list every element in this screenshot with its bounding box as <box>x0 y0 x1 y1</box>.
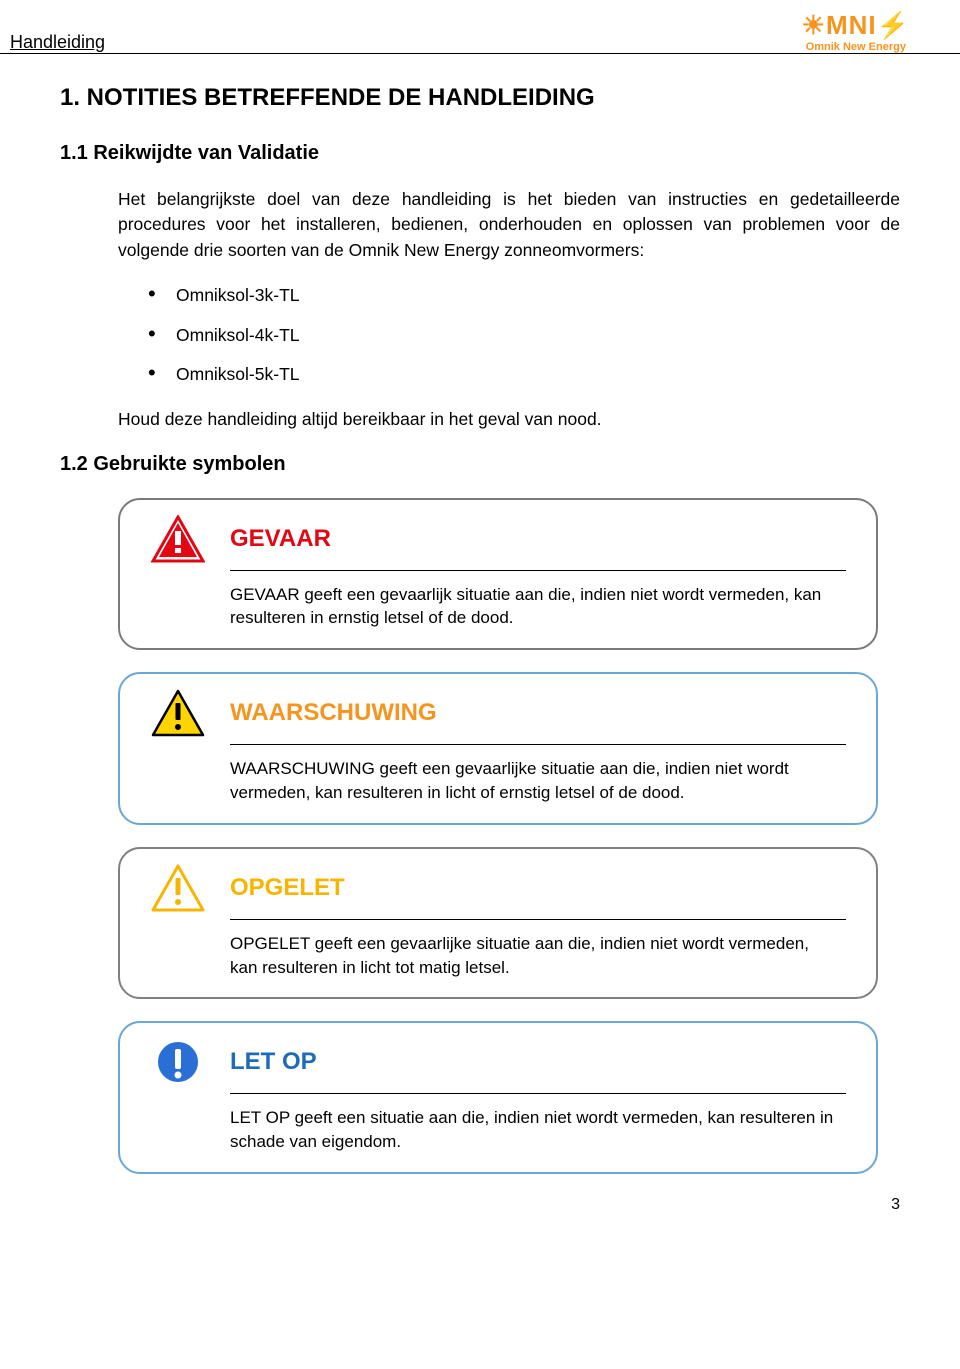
callout-body: GEVAAR geeft een gevaarlijk situatie aan… <box>150 583 846 631</box>
callout-letop: LET OP LET OP geeft een situatie aan die… <box>118 1021 878 1174</box>
callout-gevaar: GEVAAR GEVAAR geeft een gevaarlijk situa… <box>118 498 878 651</box>
callout-header: GEVAAR <box>150 514 846 564</box>
notice-icon <box>150 1037 206 1087</box>
note-paragraph: Houd deze handleiding altijd bereikbaar … <box>118 407 900 432</box>
danger-icon <box>150 514 206 564</box>
callout-title: WAARSCHUWING <box>230 699 437 727</box>
product-list: Omniksol-3k-TL Omniksol-4k-TL Omniksol-5… <box>118 283 900 387</box>
callout-divider <box>230 1093 846 1094</box>
callout-waarschuwing: WAARSCHUWING WAARSCHUWING geeft een geva… <box>118 672 878 825</box>
caution-icon <box>150 863 206 913</box>
brand-logo: ☀MNI⚡ Omnik New Energy <box>802 10 910 53</box>
callout-divider <box>230 744 846 745</box>
list-item: Omniksol-4k-TL <box>148 323 900 348</box>
section-heading: 1. NOTITIES BETREFFENDE DE HANDLEIDING <box>60 84 900 112</box>
callout-title: GEVAAR <box>230 525 331 553</box>
callout-divider <box>230 570 846 571</box>
subsection-1-1-body: Het belangrijkste doel van deze handleid… <box>60 187 900 433</box>
logo-sub-text: Omnik New Energy <box>806 41 906 53</box>
subsection-1-2-heading: 1.2 Gebruikte symbolen <box>60 453 900 476</box>
intro-paragraph: Het belangrijkste doel van deze handleid… <box>118 187 900 263</box>
content-area: 1. NOTITIES BETREFFENDE DE HANDLEIDING 1… <box>0 84 960 1174</box>
header-title: Handleiding <box>10 32 105 53</box>
callout-divider <box>230 919 846 920</box>
warning-icon <box>150 688 206 738</box>
callout-header: OPGELET <box>150 863 846 913</box>
list-item: Omniksol-5k-TL <box>148 362 900 387</box>
callout-header: WAARSCHUWING <box>150 688 846 738</box>
callout-body: WAARSCHUWING geeft een gevaarlijke situa… <box>150 757 846 805</box>
subsection-1-1-heading: 1.1 Reikwijdte van Validatie <box>60 142 900 165</box>
logo-main-text: ☀MNI⚡ <box>802 10 910 41</box>
list-item: Omniksol-3k-TL <box>148 283 900 308</box>
page-header: Handleiding ☀MNI⚡ Omnik New Energy <box>0 0 960 54</box>
callout-body: OPGELET geeft een gevaarlijke situatie a… <box>150 932 846 980</box>
page-number: 3 <box>0 1196 960 1214</box>
callout-header: LET OP <box>150 1037 846 1087</box>
callout-title: OPGELET <box>230 874 345 902</box>
callout-title: LET OP <box>230 1048 317 1076</box>
callout-body: LET OP geeft een situatie aan die, indie… <box>150 1106 846 1154</box>
callout-opgelet: OPGELET OPGELET geeft een gevaarlijke si… <box>118 847 878 1000</box>
